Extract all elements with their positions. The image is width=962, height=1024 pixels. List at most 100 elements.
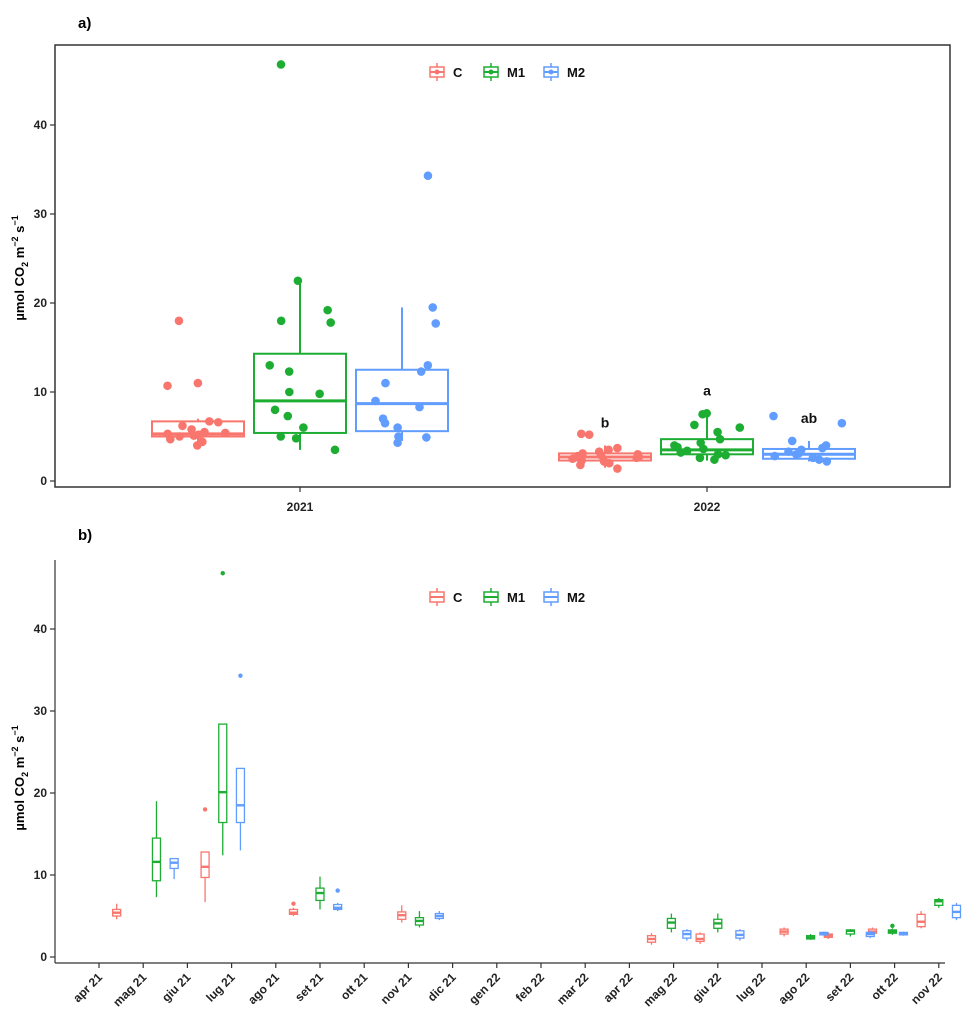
panel-a-label: a): [78, 15, 91, 32]
data-point: [576, 429, 586, 439]
data-point: [613, 464, 622, 473]
data-point: [428, 303, 438, 312]
box-c: [779, 927, 789, 937]
data-point: [299, 423, 308, 432]
data-point: [423, 171, 433, 181]
x-tick-label: giu 22: [689, 970, 724, 1005]
outlier-point: [335, 888, 340, 893]
box-m2: [951, 902, 962, 921]
x-tick-label: ago 21: [245, 970, 282, 1007]
legend-key-point: [548, 69, 554, 75]
data-point: [371, 396, 380, 406]
box-m2-2021: [355, 171, 449, 448]
legend-label-m1: M1: [507, 590, 525, 605]
data-point: [315, 389, 324, 399]
box-m1: [414, 911, 425, 928]
panel-a-marks: b a ab: [151, 60, 856, 473]
data-point: [276, 60, 286, 69]
box-m1: [713, 913, 723, 933]
box-c: [916, 911, 926, 929]
data-point: [291, 433, 301, 443]
legend-key-point: [488, 69, 494, 75]
box-c: [695, 932, 705, 944]
y-tick-label: 30: [34, 207, 48, 221]
box-m1-2021: [253, 60, 347, 455]
box-m2: [235, 673, 246, 851]
data-point: [174, 316, 184, 326]
legend-label-m2: M2: [567, 590, 585, 605]
panel-a-legend: C M1 M2: [429, 63, 585, 81]
panel-b-marks: [112, 571, 962, 945]
data-point: [822, 457, 832, 466]
box-m2: [333, 888, 343, 912]
data-point: [163, 429, 172, 439]
data-point: [326, 318, 335, 327]
box-m2: [434, 911, 444, 921]
x-tick-label: nov 22: [908, 970, 945, 1007]
data-point: [187, 425, 196, 434]
x-tick-label-2021: 2021: [287, 500, 314, 514]
box-m2: [735, 929, 745, 941]
x-tick-label: gen 22: [466, 970, 503, 1007]
data-point: [690, 420, 699, 430]
box-iqr: [315, 887, 325, 902]
box-m1: [315, 876, 325, 910]
box-c: [397, 905, 407, 923]
data-point: [198, 437, 207, 447]
box-m2: [865, 930, 875, 939]
panel-b-label: b): [78, 527, 92, 544]
data-point: [220, 428, 230, 438]
x-tick-label: nov 21: [378, 970, 415, 1007]
data-point: [431, 319, 441, 328]
x-tick-label-2022: 2022: [694, 500, 721, 514]
panel-b-y-axis-label: µmol CO2 m−2 s−1: [10, 725, 30, 830]
x-tick-label: ott 21: [338, 970, 371, 1003]
outlier-point: [890, 923, 895, 929]
data-point: [695, 453, 705, 463]
data-point: [193, 378, 203, 388]
panel-a-y-axis-label: µmol CO2 m−2 s−1: [10, 215, 30, 320]
data-point: [696, 438, 705, 448]
data-point: [415, 402, 424, 412]
data-point: [178, 421, 187, 431]
y-tick-label: 30: [34, 704, 48, 718]
significance-label: a: [703, 382, 711, 398]
data-point: [808, 453, 818, 463]
box-iqr: [235, 767, 246, 824]
x-tick-label: mag 22: [641, 970, 680, 1009]
box-m1: [934, 897, 944, 908]
legend-key-point: [434, 69, 440, 75]
data-point: [381, 378, 390, 388]
data-point: [670, 441, 679, 450]
legend-label-c: C: [453, 590, 463, 605]
y-tick-label: 10: [34, 868, 48, 882]
x-tick-label: giu 21: [159, 970, 194, 1005]
legend-label-c: C: [453, 65, 463, 80]
panel-b-legend: C M1 M2: [429, 588, 585, 606]
data-point: [422, 433, 431, 442]
data-point: [594, 447, 604, 456]
data-point: [721, 450, 730, 460]
data-point: [323, 305, 332, 315]
data-point: [770, 451, 780, 461]
data-point: [604, 445, 613, 455]
data-point: [633, 450, 643, 459]
data-point: [416, 367, 426, 376]
data-point: [330, 445, 340, 455]
legend-label-m1: M1: [507, 65, 525, 80]
data-point: [735, 423, 745, 432]
x-tick-label: dic 21: [425, 970, 459, 1004]
x-tick-label: ago 22: [776, 970, 813, 1007]
x-tick-label: apr 21: [70, 970, 105, 1005]
y-tick-label: 20: [34, 786, 48, 800]
data-point: [276, 432, 286, 441]
outlier-point: [220, 571, 225, 576]
y-tick-label: 40: [34, 118, 48, 132]
data-point: [393, 423, 402, 432]
box-m1: [845, 929, 856, 937]
data-point: [578, 449, 587, 458]
box-iqr: [218, 723, 228, 824]
panel-a-frame: [54, 44, 951, 488]
data-point: [702, 409, 711, 418]
